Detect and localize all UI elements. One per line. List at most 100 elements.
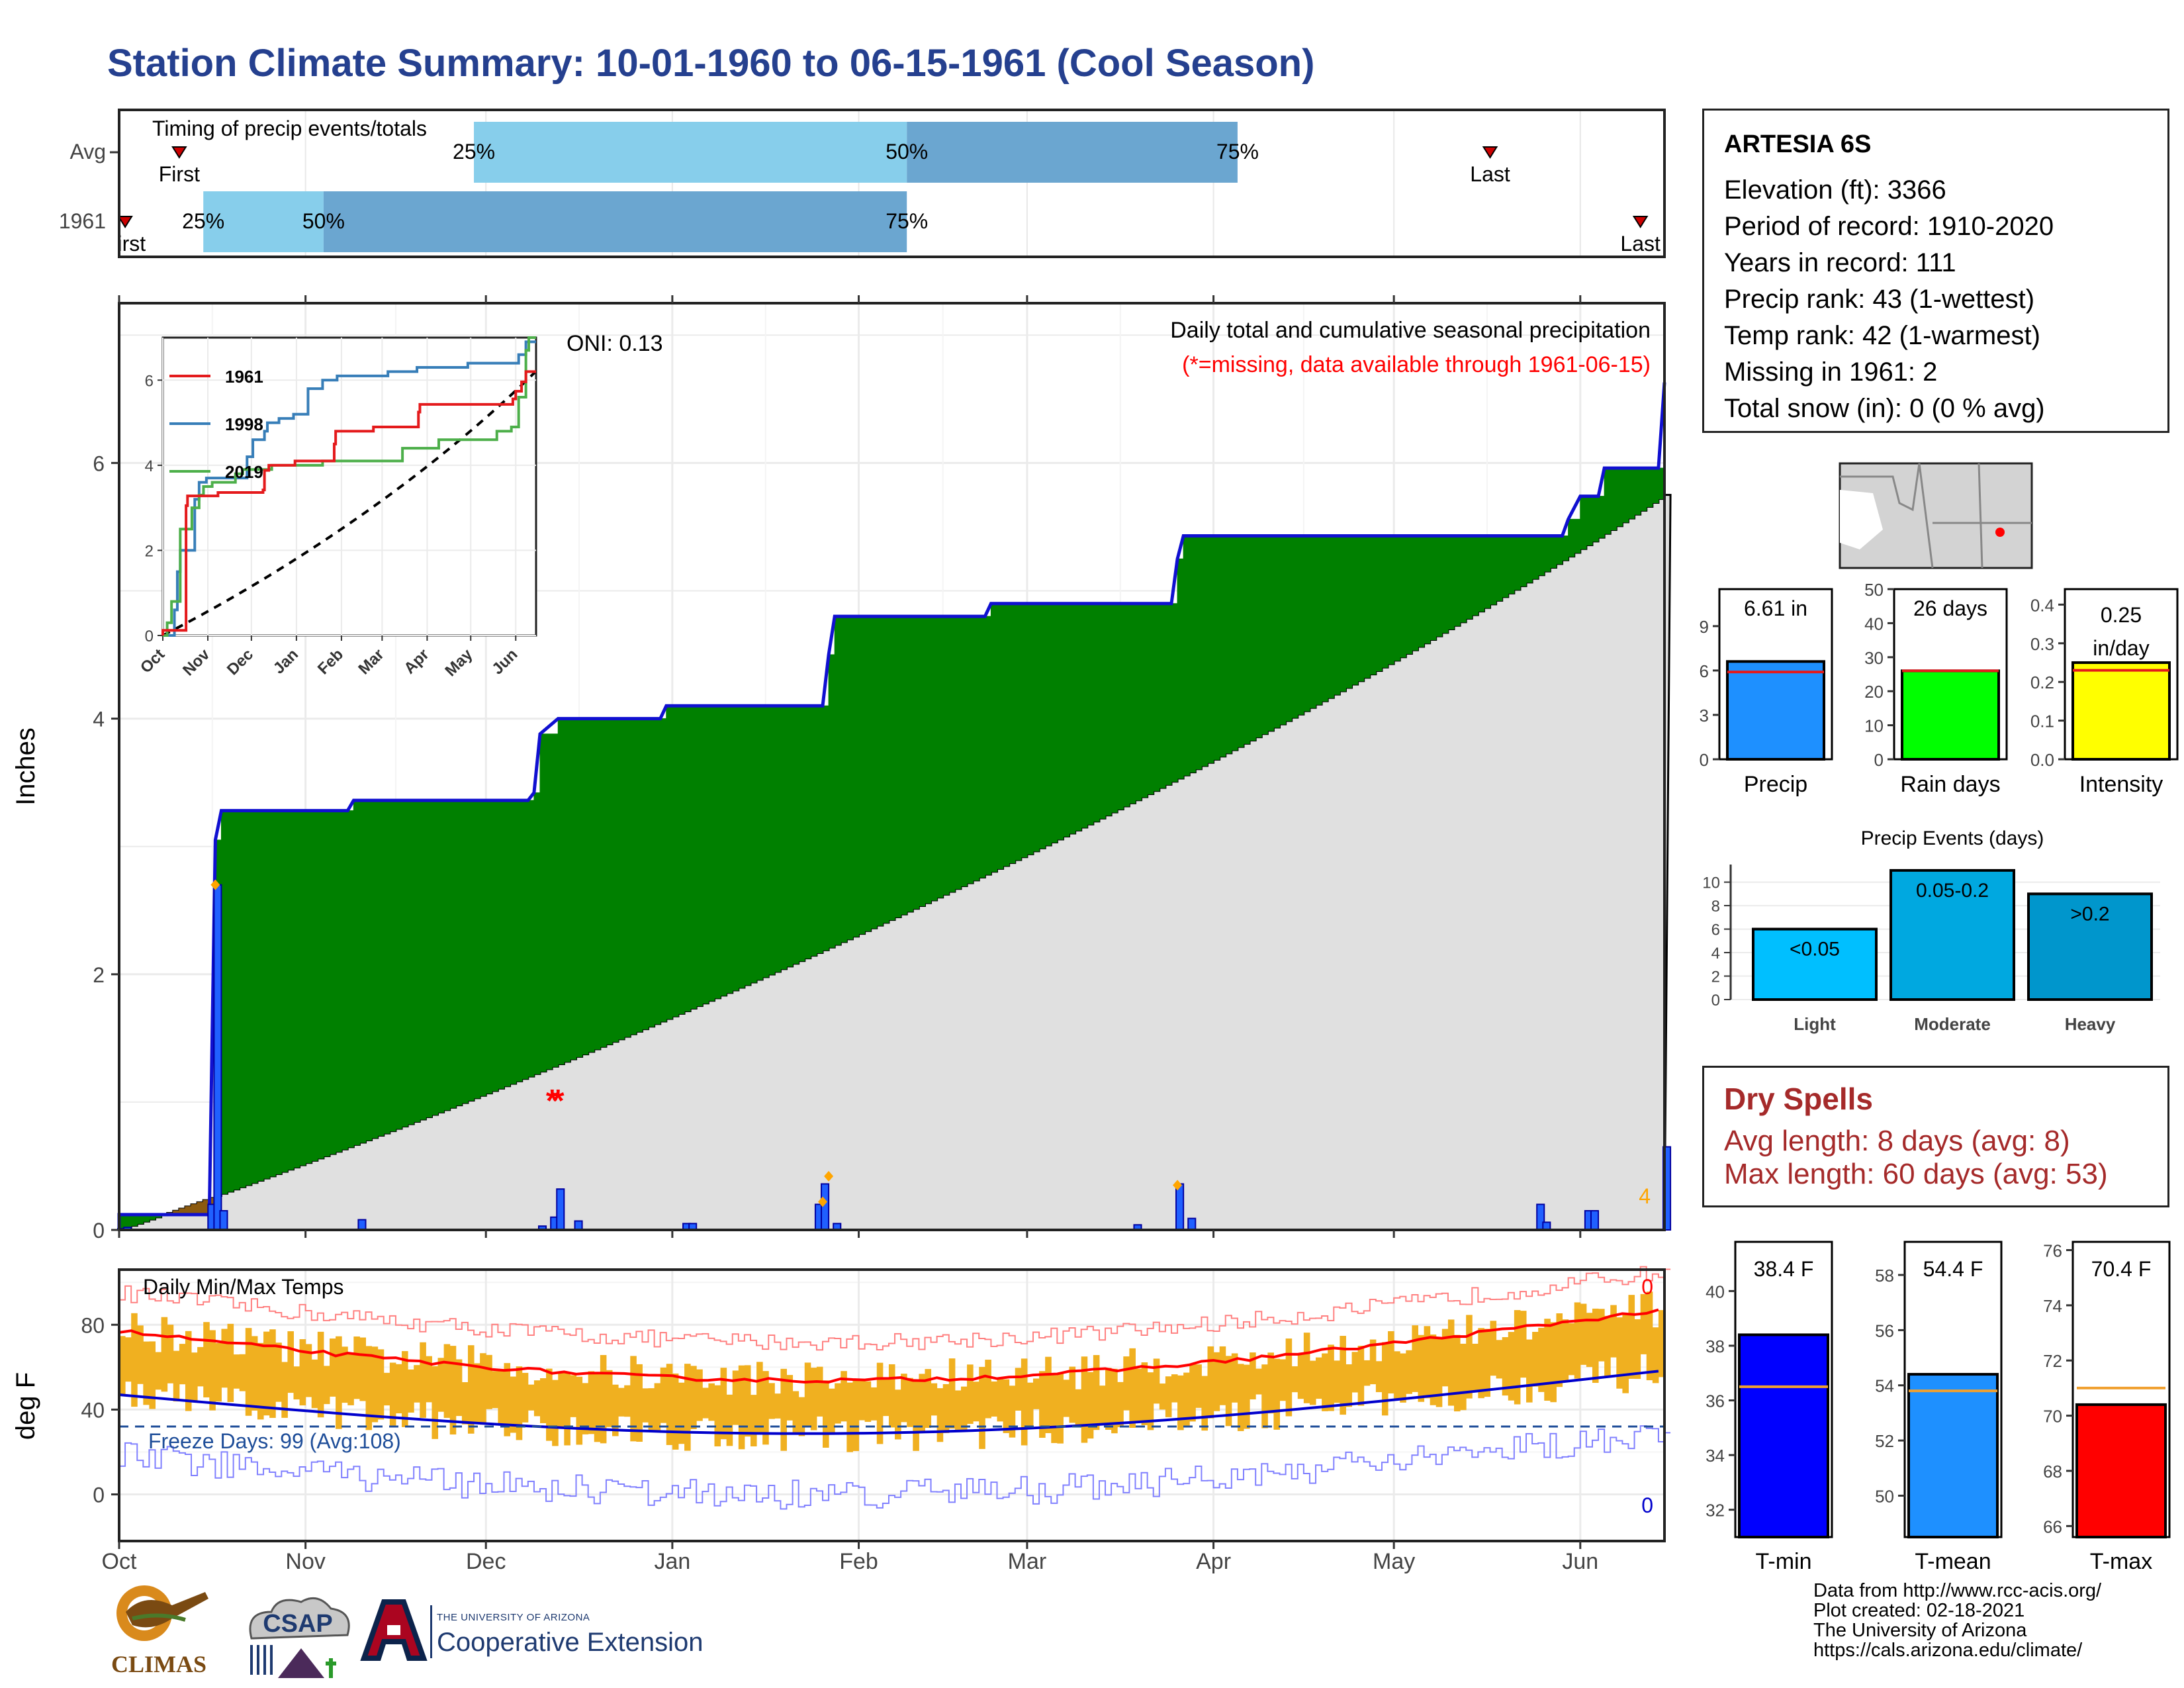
daily-temp-bar bbox=[1244, 1364, 1250, 1429]
daily-temp-bar bbox=[744, 1365, 751, 1437]
daily-temp-bar bbox=[1093, 1355, 1100, 1430]
temp-summary-y-tick: 40 bbox=[1706, 1282, 1725, 1301]
event-bar-label: 0.05-0.2 bbox=[1916, 880, 1989, 902]
dry-spells-avg: Avg length: 8 days (avg: 8) bbox=[1724, 1125, 2070, 1157]
events-y-tick: 10 bbox=[1702, 874, 1720, 892]
daily-temp-bar bbox=[510, 1376, 517, 1433]
inset-series-1998 bbox=[163, 340, 536, 637]
events-title: Precip Events (days) bbox=[1861, 827, 2044, 849]
timing-frame-edge bbox=[118, 109, 1666, 258]
daily-temp-bar bbox=[1051, 1375, 1058, 1443]
daily-temp-bar bbox=[1219, 1346, 1226, 1405]
mask bbox=[1666, 199, 1692, 265]
daily-temp-bar bbox=[1129, 1348, 1136, 1428]
daily-temp-bar bbox=[197, 1346, 204, 1387]
daily-temp-bar bbox=[1009, 1385, 1016, 1438]
station-temp-rank: Temp rank: 42 (1-warmest) bbox=[1724, 321, 2040, 350]
daily-temp-bar bbox=[1496, 1340, 1503, 1379]
temp-summary-bars: 32 34 36 38 40 38.4 F T-min 50 52 54 56 58 54.4 F T-m… bbox=[1706, 1241, 2171, 1574]
temp-summary-y-tick: 50 bbox=[1875, 1486, 1894, 1506]
summary-value: 26 days bbox=[1913, 596, 1987, 620]
daily-temp-bar bbox=[516, 1366, 523, 1440]
shared-x-axis: Oct Nov Dec Jan Feb Mar Apr May Jun bbox=[102, 1230, 1598, 1574]
summary-y-tick: 0.2 bbox=[2030, 673, 2054, 692]
daily-temp-bar bbox=[492, 1371, 498, 1409]
daily-precip-bar bbox=[219, 1210, 228, 1231]
daily-temp-bar bbox=[402, 1351, 408, 1427]
daily-temp-bar bbox=[1213, 1352, 1220, 1411]
daily-temp-bar bbox=[474, 1363, 480, 1423]
inset-y-tick: 2 bbox=[145, 542, 154, 560]
daily-temp-bar bbox=[1057, 1374, 1064, 1444]
avg-max-line bbox=[118, 1308, 1659, 1383]
daily-temp-bar bbox=[997, 1378, 1004, 1422]
daily-temp-bar bbox=[1225, 1356, 1232, 1427]
summary-y-tick: 20 bbox=[1864, 682, 1884, 702]
daily-temp-bar bbox=[480, 1353, 486, 1425]
daily-temp-bar bbox=[936, 1388, 944, 1442]
daily-temp-bar bbox=[630, 1356, 637, 1442]
daily-temp-bar bbox=[395, 1364, 402, 1414]
event-category-label: Light bbox=[1794, 1014, 1836, 1034]
credit-line: Data from http://www.rcc-acis.org/ bbox=[1813, 1580, 2102, 1601]
station-name: ARTESIA 6S bbox=[1724, 130, 1872, 158]
daily-temp-bar bbox=[1201, 1376, 1208, 1431]
temp-summary-value: 38.4 F bbox=[1754, 1257, 1814, 1281]
daily-temp-bar bbox=[1369, 1339, 1377, 1385]
daily-temp-bar bbox=[221, 1329, 228, 1388]
summary-y-tick: 30 bbox=[1864, 648, 1884, 668]
daily-temp-bar bbox=[708, 1383, 715, 1421]
daily-temp-bar bbox=[1207, 1346, 1214, 1419]
flag-marker bbox=[210, 879, 220, 890]
daily-temp-bar bbox=[443, 1344, 451, 1418]
plot-frame bbox=[118, 302, 1666, 1231]
daily-temp-bar bbox=[173, 1350, 180, 1402]
daily-temp-bar bbox=[1267, 1352, 1274, 1414]
station-location-marker bbox=[1995, 528, 2005, 537]
daily-temp-bar bbox=[1255, 1368, 1262, 1395]
station-elevation: Elevation (ft): 3366 bbox=[1724, 175, 1946, 205]
daily-temp-bar bbox=[1375, 1361, 1383, 1393]
event-bar bbox=[1752, 927, 1878, 1001]
temp-summary-label: T-mean bbox=[1915, 1549, 1991, 1574]
summary-y-tick: 0 bbox=[1874, 750, 1884, 770]
daily-temp-bar bbox=[1526, 1339, 1533, 1403]
daily-temp-bar bbox=[305, 1344, 312, 1397]
legend-label: 1998 bbox=[225, 414, 263, 434]
daily-temp-bar bbox=[852, 1379, 860, 1452]
temp-y-tick: 0 bbox=[93, 1483, 105, 1507]
daily-temp-bar bbox=[1316, 1357, 1322, 1399]
daily-precip-bar bbox=[1590, 1210, 1600, 1231]
daily-temp-bar bbox=[383, 1372, 390, 1406]
daily-temp-bar bbox=[762, 1371, 769, 1445]
timing-row-label: Avg bbox=[69, 140, 106, 164]
daily-temp-bar bbox=[365, 1346, 373, 1430]
daily-temp-bar bbox=[726, 1394, 733, 1446]
daily-temp-bar bbox=[1418, 1335, 1425, 1402]
daily-temp-bar bbox=[233, 1354, 240, 1389]
daily-temp-bar bbox=[660, 1367, 667, 1423]
credit-line: https://cals.arizona.edu/climate/ bbox=[1813, 1640, 2083, 1661]
missing-marker: * bbox=[552, 1084, 565, 1119]
daily-temp-bar bbox=[942, 1383, 950, 1433]
daily-temp-bar bbox=[895, 1389, 901, 1440]
csap-logo-text: CSAP bbox=[263, 1610, 333, 1638]
daily-temp-bar bbox=[1394, 1351, 1400, 1399]
daily-temp-bar bbox=[1345, 1364, 1353, 1407]
daily-temp-bar bbox=[1328, 1344, 1334, 1411]
daily-temp-bar bbox=[810, 1368, 817, 1430]
locator-map bbox=[1839, 462, 2033, 569]
station-period: Period of record: 1910-2020 bbox=[1724, 212, 2054, 241]
daily-temp-bar bbox=[858, 1381, 866, 1421]
daily-temp-bar bbox=[636, 1364, 643, 1442]
summary-y-tick: 40 bbox=[1864, 614, 1884, 633]
x-tick-label: Mar bbox=[1008, 1549, 1047, 1574]
daily-temp-bar bbox=[696, 1369, 703, 1421]
summary-y-tick: 50 bbox=[1864, 580, 1884, 600]
daily-temp-bar bbox=[1412, 1325, 1418, 1392]
daily-temp-bar bbox=[846, 1382, 853, 1452]
last-marker bbox=[1482, 146, 1498, 159]
freeze-days-label: Freeze Days: 99 (Avg:108) bbox=[148, 1429, 401, 1453]
daily-temp-bar bbox=[1291, 1366, 1298, 1393]
timing-p50: 50% bbox=[886, 140, 928, 164]
